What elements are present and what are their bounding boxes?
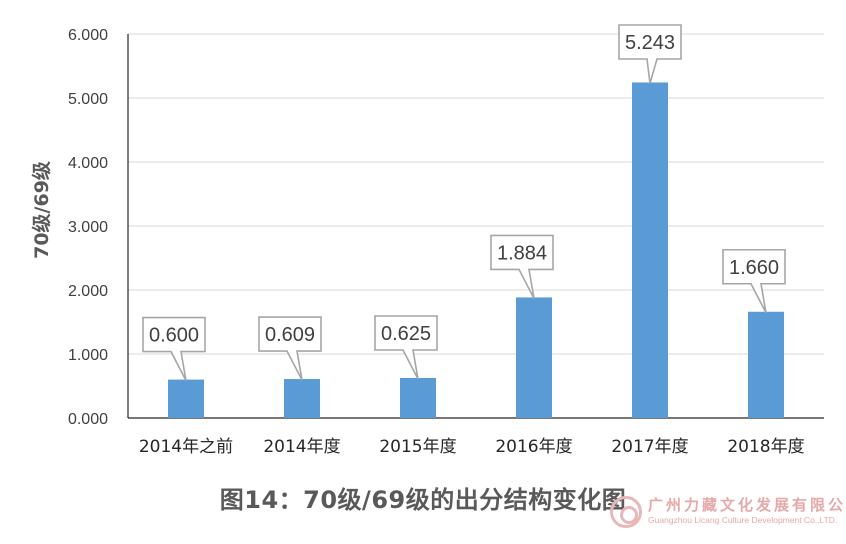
x-tick-label: 2014年之前 [139, 437, 233, 457]
callout-box [258, 316, 322, 381]
bar [400, 378, 436, 418]
data-label-callout: 0.600 [142, 316, 206, 381]
data-label: 1.660 [729, 257, 779, 279]
company-logo-icon [610, 496, 642, 528]
y-tick-label: 1.000 [68, 347, 108, 364]
gridlines [128, 33, 824, 355]
data-label-callout: 1.884 [490, 234, 554, 299]
x-tick-label: 2015年度 [379, 437, 456, 457]
bar [632, 82, 668, 418]
y-tick-label: 3.000 [68, 219, 108, 236]
x-tick-label: 2017年度 [611, 437, 688, 457]
y-tick-label: 4.000 [68, 155, 108, 172]
y-tick-label: 6.000 [68, 27, 108, 44]
data-label-callout: 0.609 [258, 316, 322, 381]
data-label-callout: 1.660 [722, 248, 786, 314]
y-tick-label: 2.000 [68, 283, 108, 300]
data-label: 0.625 [381, 323, 431, 345]
data-label-callout: 5.243 [618, 24, 682, 84]
callout-box [374, 315, 438, 380]
data-label: 1.884 [497, 242, 547, 264]
figure-caption: 图14：70级/69级的出分结构变化图 [219, 486, 627, 514]
bar [168, 379, 204, 418]
data-label: 5.243 [625, 32, 675, 54]
y-tick-label: 5.000 [68, 91, 108, 108]
y-tick-label: 0.000 [68, 411, 108, 428]
company-watermark: 广州力藏文化发展有限公司 Guangzhou Licang Culture De… [610, 492, 846, 532]
bar [284, 379, 320, 418]
callout-box [618, 24, 682, 84]
bar [748, 311, 784, 418]
bars [168, 82, 784, 418]
data-label-callout: 0.625 [374, 315, 438, 380]
axes [127, 34, 824, 419]
bar [516, 297, 552, 418]
x-tick-label: 2016年度 [495, 437, 572, 457]
data-labels: 0.600 0.609 0.625 1.884 5.243 1.660 [142, 24, 786, 381]
bar-chart: 0.000 1.000 2.000 3.000 4.000 5.000 6.000 0.60… [30, 24, 824, 457]
watermark-cn-text: 广州力藏文化发展有限公司 [648, 496, 846, 514]
data-label: 0.609 [265, 324, 315, 346]
y-axis-title: 70级/69级 [30, 161, 53, 259]
x-tick-labels: 2014年之前 2014年度 2015年度 2016年度 2017年度 2018年度 [139, 437, 805, 457]
watermark-en-text: Guangzhou Licang Culture Development Co.… [648, 515, 838, 525]
callout-box [142, 316, 206, 381]
callout-box [490, 234, 554, 299]
data-label: 0.600 [149, 325, 199, 347]
callout-box [722, 248, 786, 314]
x-tick-label: 2018年度 [727, 437, 804, 457]
x-tick-label: 2014年度 [263, 437, 340, 457]
y-tick-labels: 0.000 1.000 2.000 3.000 4.000 5.000 6.000 [68, 27, 108, 428]
